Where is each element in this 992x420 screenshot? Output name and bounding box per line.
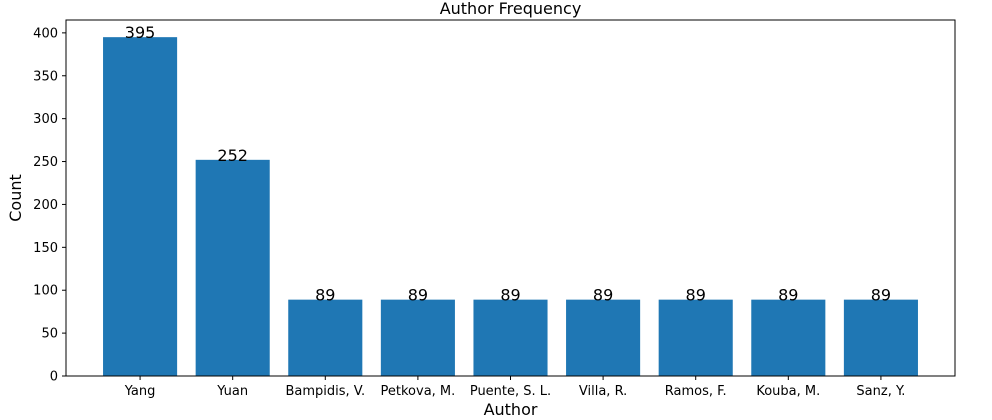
bar-5 xyxy=(566,299,641,376)
bar-0 xyxy=(103,37,178,376)
bar-6 xyxy=(658,299,733,376)
bar-2 xyxy=(288,299,363,376)
y-tick-label-8: 400 xyxy=(33,26,58,41)
x-axis-title: Author xyxy=(484,400,538,419)
x-tick-label-3: Petkova, M. xyxy=(381,384,456,399)
bar-8 xyxy=(843,299,918,376)
data-label-2: 89 xyxy=(315,286,335,305)
x-tick-label-8: Sanz, Y. xyxy=(856,384,905,399)
y-tick-label-1: 50 xyxy=(41,327,58,342)
x-ticks-layer: Yang Yuan Bampidis, V. Petkova, M. Puente, S… xyxy=(124,376,905,399)
y-ticks-layer: 0 50 100 150 200 250 300 350 400 xyxy=(33,26,66,385)
bar-1 xyxy=(195,159,270,376)
x-tick-label-4: Puente, S. L. xyxy=(470,384,551,399)
x-tick-label-0: Yang xyxy=(124,384,156,399)
data-label-4: 89 xyxy=(500,286,520,305)
y-axis-title: Count xyxy=(6,174,25,222)
y-tick-label-6: 300 xyxy=(33,112,58,127)
x-tick-label-5: Villa, R. xyxy=(579,384,627,399)
data-label-8: 89 xyxy=(871,286,891,305)
y-tick-label-0: 0 xyxy=(50,370,58,385)
bar-7 xyxy=(751,299,826,376)
x-tick-label-7: Kouba, M. xyxy=(756,384,820,399)
data-label-0: 395 xyxy=(125,23,156,42)
y-tick-label-4: 200 xyxy=(33,198,58,213)
data-label-5: 89 xyxy=(593,286,613,305)
bar-3 xyxy=(380,299,455,376)
y-tick-label-5: 250 xyxy=(33,155,58,170)
data-label-1: 252 xyxy=(217,146,248,165)
x-tick-label-6: Ramos, F. xyxy=(665,384,727,399)
bar-4 xyxy=(473,299,548,376)
data-label-3: 89 xyxy=(408,286,428,305)
x-tick-label-2: Bampidis, V. xyxy=(285,384,365,399)
y-tick-label-2: 100 xyxy=(33,284,58,299)
chart-title: Author Frequency xyxy=(440,0,582,18)
bars-layer xyxy=(103,37,918,376)
data-label-6: 89 xyxy=(686,286,706,305)
data-label-7: 89 xyxy=(778,286,798,305)
x-tick-label-1: Yuan xyxy=(216,384,248,399)
y-tick-label-7: 350 xyxy=(33,69,58,84)
y-tick-label-3: 150 xyxy=(33,241,58,256)
data-labels-layer: 395 252 89 89 89 89 89 89 89 xyxy=(125,23,891,304)
